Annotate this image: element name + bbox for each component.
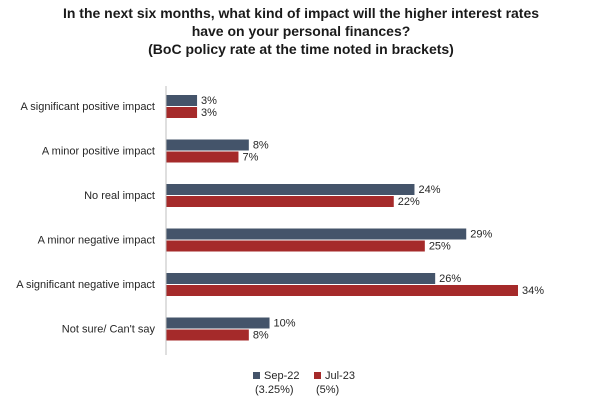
bar-sep-22-a-minor-negative-impact bbox=[166, 228, 467, 240]
bar-sep-22-no-real-impact bbox=[166, 184, 415, 195]
chart-title: In the next six months, what kind of imp… bbox=[0, 4, 602, 58]
category-label-no-real-impact: No real impact bbox=[84, 190, 155, 202]
legend-label-jul-23: Jul-23 bbox=[325, 370, 355, 382]
category-label-a-significant-negative-impact: A significant negative impact bbox=[16, 279, 155, 291]
data-label-sep-22-a-minor-positive-impact: 8% bbox=[253, 140, 269, 152]
legend-note-sep-22: (3.25%) bbox=[255, 384, 294, 396]
data-label-sep-22-not-sure-can-t-say: 10% bbox=[274, 318, 296, 330]
legend-note-jul-23: (5%) bbox=[316, 384, 340, 396]
bar-jul-23-a-significant-positive-impact bbox=[166, 107, 198, 118]
legend-swatch-sep-22 bbox=[253, 372, 260, 379]
chart-title-line-2: have on your personal finances? bbox=[191, 23, 411, 39]
data-label-jul-23-a-significant-positive-impact: 3% bbox=[201, 107, 217, 119]
bar-jul-23-no-real-impact bbox=[166, 196, 394, 207]
chart-title-line-3: (BoC policy rate at the time noted in br… bbox=[148, 41, 454, 57]
chart-title-line-1: In the next six months, what kind of imp… bbox=[62, 5, 540, 21]
bar-jul-23-a-minor-negative-impact bbox=[166, 240, 425, 252]
data-label-jul-23-a-significant-negative-impact: 34% bbox=[522, 285, 544, 297]
bar-sep-22-not-sure-can-t-say bbox=[166, 317, 270, 329]
data-label-sep-22-no-real-impact: 24% bbox=[418, 184, 440, 196]
bar-jul-23-a-minor-positive-impact bbox=[166, 151, 239, 163]
bar-sep-22-a-minor-positive-impact bbox=[166, 139, 249, 151]
category-label-not-sure-can-t-say: Not sure/ Can't say bbox=[62, 324, 156, 336]
category-label-a-minor-positive-impact: A minor positive impact bbox=[42, 146, 155, 158]
data-label-jul-23-no-real-impact: 22% bbox=[398, 196, 420, 208]
data-label-jul-23-a-minor-negative-impact: 25% bbox=[429, 241, 451, 253]
bar-sep-22-a-significant-positive-impact bbox=[166, 95, 198, 106]
category-label-a-significant-positive-impact: A significant positive impact bbox=[20, 101, 155, 113]
bar-jul-23-not-sure-can-t-say bbox=[166, 329, 249, 341]
legend-item-sep-22: Sep-22 (3.25%) bbox=[253, 370, 299, 396]
data-label-jul-23-not-sure-can-t-say: 8% bbox=[253, 330, 269, 342]
category-label-a-minor-negative-impact: A minor negative impact bbox=[38, 235, 155, 247]
legend-item-jul-23: Jul-23 (5%) bbox=[314, 370, 355, 396]
data-label-sep-22-a-significant-negative-impact: 26% bbox=[439, 273, 461, 285]
bar-jul-23-a-significant-negative-impact bbox=[166, 285, 518, 296]
data-label-sep-22-a-minor-negative-impact: 29% bbox=[470, 229, 492, 241]
bar-sep-22-a-significant-negative-impact bbox=[166, 273, 436, 284]
legend-swatch-jul-23 bbox=[314, 372, 321, 379]
legend-label-sep-22: Sep-22 bbox=[264, 370, 300, 382]
data-label-jul-23-a-minor-positive-impact: 7% bbox=[242, 152, 258, 164]
data-label-sep-22-a-significant-positive-impact: 3% bbox=[201, 95, 217, 107]
